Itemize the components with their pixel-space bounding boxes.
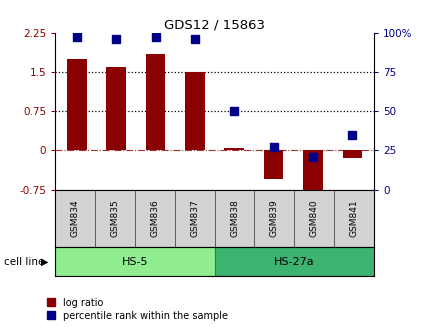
Point xyxy=(309,154,316,159)
Text: GSM837: GSM837 xyxy=(190,199,199,237)
Bar xyxy=(175,190,215,247)
Bar xyxy=(185,72,205,150)
Bar xyxy=(264,150,283,179)
Bar xyxy=(67,59,87,150)
Text: HS-5: HS-5 xyxy=(122,257,148,267)
Bar xyxy=(334,190,374,247)
Bar xyxy=(95,190,135,247)
Text: GSM838: GSM838 xyxy=(230,199,239,237)
Text: GSM839: GSM839 xyxy=(270,199,279,237)
Text: HS-27a: HS-27a xyxy=(274,257,314,267)
Point xyxy=(113,36,120,42)
Point xyxy=(192,36,198,42)
Bar xyxy=(294,190,334,247)
Bar xyxy=(343,150,362,158)
Point xyxy=(74,35,80,40)
Point xyxy=(270,145,277,150)
Bar xyxy=(106,67,126,150)
Bar xyxy=(146,54,165,150)
Point xyxy=(349,132,356,137)
Text: GSM840: GSM840 xyxy=(310,199,319,237)
Bar xyxy=(215,190,255,247)
Text: GSM835: GSM835 xyxy=(110,199,119,237)
Bar xyxy=(303,150,323,195)
Text: GSM836: GSM836 xyxy=(150,199,159,237)
Text: GSM841: GSM841 xyxy=(350,199,359,237)
Bar xyxy=(215,247,374,276)
Bar xyxy=(55,190,95,247)
Point xyxy=(231,109,238,114)
Bar xyxy=(255,190,294,247)
Bar xyxy=(224,148,244,150)
Text: ▶: ▶ xyxy=(41,257,48,267)
Text: GSM834: GSM834 xyxy=(71,199,79,237)
Title: GDS12 / 15863: GDS12 / 15863 xyxy=(164,19,265,31)
Text: cell line: cell line xyxy=(4,257,45,267)
Bar xyxy=(55,247,215,276)
Legend: log ratio, percentile rank within the sample: log ratio, percentile rank within the sa… xyxy=(47,298,228,320)
Point xyxy=(152,35,159,40)
Bar xyxy=(135,190,175,247)
